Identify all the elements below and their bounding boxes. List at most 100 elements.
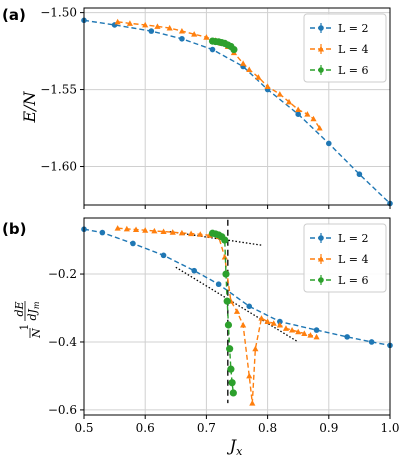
data-point-l-4 — [166, 24, 173, 31]
data-point-l-4 — [114, 18, 121, 25]
panel-b-series — [81, 225, 393, 406]
data-point-l-4 — [151, 227, 158, 234]
data-point-l-4 — [142, 227, 149, 233]
legend-label: L = 4 — [338, 43, 369, 56]
series-line-l-2 — [83, 228, 391, 347]
data-point-l-4 — [285, 98, 293, 105]
y-tick-label: −0.4 — [48, 335, 78, 349]
series-l-2 — [81, 17, 393, 207]
legend-entry-l-2: L = 2 — [310, 232, 369, 245]
data-point-l-4 — [289, 327, 296, 333]
x-tick-label: 0.8 — [258, 421, 277, 435]
data-point-l-4 — [126, 20, 133, 26]
data-point-l-2 — [209, 46, 216, 53]
panel-b-frame — [83, 217, 391, 416]
panel-b-reference-lines — [169, 219, 299, 404]
data-point-l-4 — [246, 66, 253, 73]
legend-marker — [318, 235, 324, 241]
x-tick-label: 0.9 — [319, 421, 338, 435]
data-point-l-6 — [223, 297, 231, 305]
data-point-l-4 — [203, 34, 210, 40]
legend-box — [303, 13, 387, 83]
series-line-l-4 — [117, 21, 321, 129]
legend-label: L = 2 — [338, 22, 369, 35]
panel-b-x-axis-label: Jx — [227, 436, 243, 458]
data-point-l-2 — [368, 339, 375, 345]
data-point-l-4 — [240, 321, 247, 328]
svg-text:dJm: dJm — [26, 301, 41, 320]
data-point-l-2 — [160, 252, 167, 259]
series-l-6 — [208, 37, 238, 54]
data-point-l-4 — [301, 330, 308, 336]
data-point-l-4 — [221, 253, 228, 260]
data-point-l-2 — [191, 267, 197, 274]
panel-a-label: (a) — [2, 6, 26, 24]
data-point-l-2 — [215, 281, 222, 288]
svg-text:N: N — [30, 328, 43, 339]
data-point-l-4 — [169, 229, 176, 235]
data-point-l-4 — [178, 229, 185, 236]
y-tick-label: −1.50 — [40, 6, 77, 20]
x-tick-label: 0.5 — [74, 421, 93, 435]
panel-a: (a) −1.50 −1.55 −1.60 E/N L = 2 L = 4 L = 6 — [2, 6, 393, 209]
data-point-l-4 — [142, 21, 149, 28]
data-point-l-4 — [276, 91, 283, 97]
svg-text:E/N: E/N — [20, 90, 39, 123]
legend-label: L = 6 — [338, 64, 369, 77]
series-line-l-2 — [83, 19, 391, 204]
x-tick-label: 0.6 — [136, 421, 155, 435]
legend-entry-l-2: L = 2 — [310, 22, 369, 35]
data-point-l-4 — [154, 23, 161, 29]
panel-a-ticks: −1.50 −1.55 −1.60 — [40, 6, 391, 209]
data-point-l-4 — [276, 321, 283, 328]
data-point-l-6 — [224, 321, 233, 329]
legend-entry-l-4: L = 4 — [310, 43, 369, 56]
panel-a-y-axis-label: E/N — [20, 90, 39, 123]
panel-a-series — [81, 17, 393, 207]
legend-label: L = 2 — [338, 232, 369, 245]
data-point-l-4 — [252, 345, 259, 352]
data-point-l-2 — [326, 140, 332, 147]
data-point-l-4 — [240, 60, 247, 66]
panel-b: (b) 0.5 0.6 0.7 0.8 0.9 1.0 −0.2 −0.4 −0.6 1 dE … — [2, 217, 400, 458]
legend-marker — [317, 255, 325, 262]
legend-entry-l-4: L = 4 — [310, 253, 369, 266]
svg-text:1 dE: 1 dE — [13, 301, 32, 330]
data-point-l-4 — [310, 115, 317, 122]
data-point-l-6 — [230, 45, 238, 54]
data-point-l-4 — [114, 225, 121, 231]
data-point-l-4 — [307, 332, 314, 338]
series-l-4 — [114, 18, 323, 131]
data-point-l-4 — [123, 225, 130, 232]
data-point-l-2 — [130, 240, 136, 247]
data-point-l-4 — [313, 333, 320, 340]
data-point-l-6 — [221, 236, 229, 244]
legend-marker — [318, 67, 324, 73]
data-point-l-4 — [255, 74, 262, 80]
panel-b-legend: L = 2 L = 4 L = 6 — [303, 223, 387, 293]
y-tick-label: −0.2 — [48, 267, 77, 281]
series-line-l-4 — [117, 227, 317, 404]
y-tick-label: −0.6 — [48, 403, 77, 417]
legend-marker — [318, 25, 324, 31]
data-point-l-4 — [132, 226, 140, 233]
data-point-l-4 — [282, 325, 290, 331]
x-tick-label: 1.0 — [380, 421, 399, 435]
data-point-l-4 — [160, 228, 167, 235]
data-point-l-4 — [264, 318, 271, 325]
data-point-l-2 — [313, 327, 320, 333]
legend-label: L = 6 — [338, 274, 369, 287]
data-point-l-2 — [99, 229, 106, 236]
series-l-6 — [208, 229, 237, 397]
data-point-l-2 — [344, 334, 350, 340]
data-point-l-2 — [179, 35, 185, 42]
panel-a-frame — [83, 7, 391, 206]
legend-marker — [318, 277, 324, 283]
y-tick-label: −1.55 — [40, 83, 77, 97]
data-point-l-4 — [249, 400, 256, 406]
data-point-l-4 — [304, 111, 311, 117]
data-point-l-4 — [191, 31, 198, 37]
data-point-l-4 — [270, 320, 277, 326]
data-point-l-4 — [233, 308, 241, 314]
data-point-l-6 — [229, 389, 237, 397]
